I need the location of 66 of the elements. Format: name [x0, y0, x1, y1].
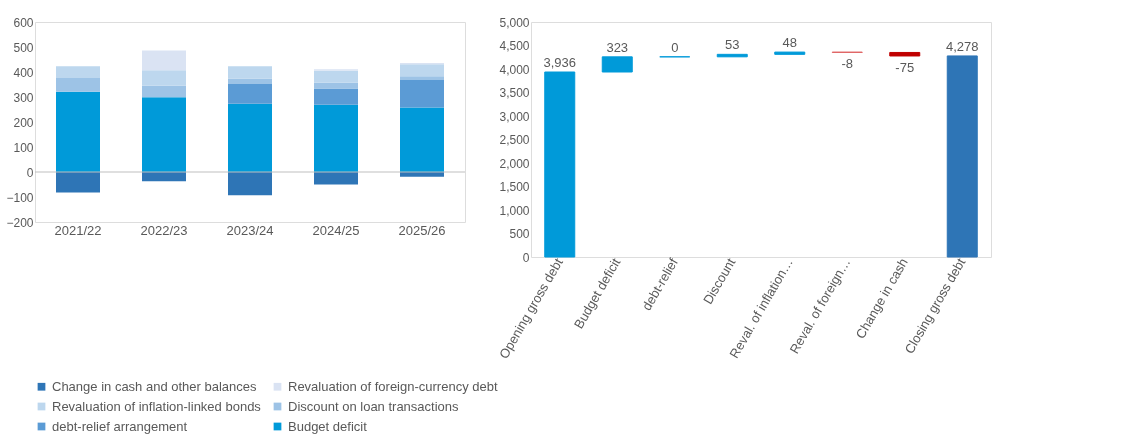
y-tick-label: 300 [13, 90, 34, 105]
y-tick-label: 2,500 [499, 133, 530, 147]
y-tick-label: 3,500 [499, 86, 530, 100]
data-label: 0 [671, 39, 679, 55]
bar [889, 51, 921, 57]
legend-label: Change in cash and other balances [52, 378, 258, 394]
y-tick-label: 1,000 [499, 203, 530, 218]
bar [56, 66, 100, 78]
y-tick-label: 3,000 [499, 109, 530, 124]
bar [314, 172, 358, 185]
bar [544, 71, 576, 258]
bar [228, 103, 272, 172]
bar [400, 80, 444, 108]
bar [56, 78, 100, 92]
y-tick-label: 1,500 [499, 180, 530, 194]
bar [400, 64, 444, 77]
bar [142, 50, 186, 71]
y-tick-label: 5,000 [499, 15, 530, 30]
legend-label: Budget deficit [288, 418, 368, 434]
bar [601, 56, 633, 73]
bar [228, 78, 272, 84]
bar [228, 172, 272, 196]
x-tick-label: 2021/22 [54, 222, 102, 238]
bar [774, 51, 806, 55]
y-tick-label: 4,000 [499, 62, 530, 77]
bar [314, 82, 358, 89]
x-tick-label: 2022/23 [140, 222, 188, 238]
y-tick-label: 600 [13, 15, 34, 30]
legend-label: Revaluation of foreign-currency debt [288, 378, 498, 394]
bar [142, 70, 186, 86]
bar [314, 70, 358, 83]
bar [228, 66, 272, 79]
bar [400, 76, 444, 80]
y-tick-label: 0 [26, 165, 34, 180]
y-tick-label: 0 [522, 250, 530, 265]
bar [142, 85, 186, 98]
bar [56, 172, 100, 193]
bar [142, 97, 186, 172]
y-tick-label: 500 [509, 227, 530, 241]
y-tick-label: 400 [13, 65, 34, 80]
x-tick-label: 2023/24 [226, 222, 274, 238]
data-label: 4,278 [945, 38, 979, 54]
data-label: 323 [606, 39, 629, 55]
bar [946, 55, 978, 258]
y-tick-label: 2,000 [499, 156, 530, 171]
legend-label: Discount on loan transactions [288, 398, 460, 414]
legend-label: Revaluation of inflation-linked bonds [52, 398, 262, 414]
data-label: 53 [725, 37, 740, 53]
bar [400, 107, 444, 172]
y-tick-label: 200 [13, 115, 34, 130]
data-label: -8 [841, 56, 854, 72]
y-tick-label: −200 [6, 215, 34, 230]
y-tick-label: −100 [6, 190, 34, 205]
x-tick-label: 2025/26 [398, 222, 446, 238]
bar [228, 84, 272, 104]
data-label: 3,936 [543, 55, 577, 71]
y-tick-label: 100 [13, 140, 34, 155]
bar [314, 104, 358, 172]
y-tick-label: 4,500 [499, 39, 530, 53]
legend-label: debt-relief arrangement [52, 418, 188, 434]
data-label: -75 [895, 59, 915, 75]
y-tick-label: 500 [13, 40, 34, 55]
data-label: 48 [782, 35, 797, 51]
bar [314, 88, 358, 105]
x-tick-label: 2024/25 [312, 222, 360, 238]
bar [56, 91, 100, 172]
